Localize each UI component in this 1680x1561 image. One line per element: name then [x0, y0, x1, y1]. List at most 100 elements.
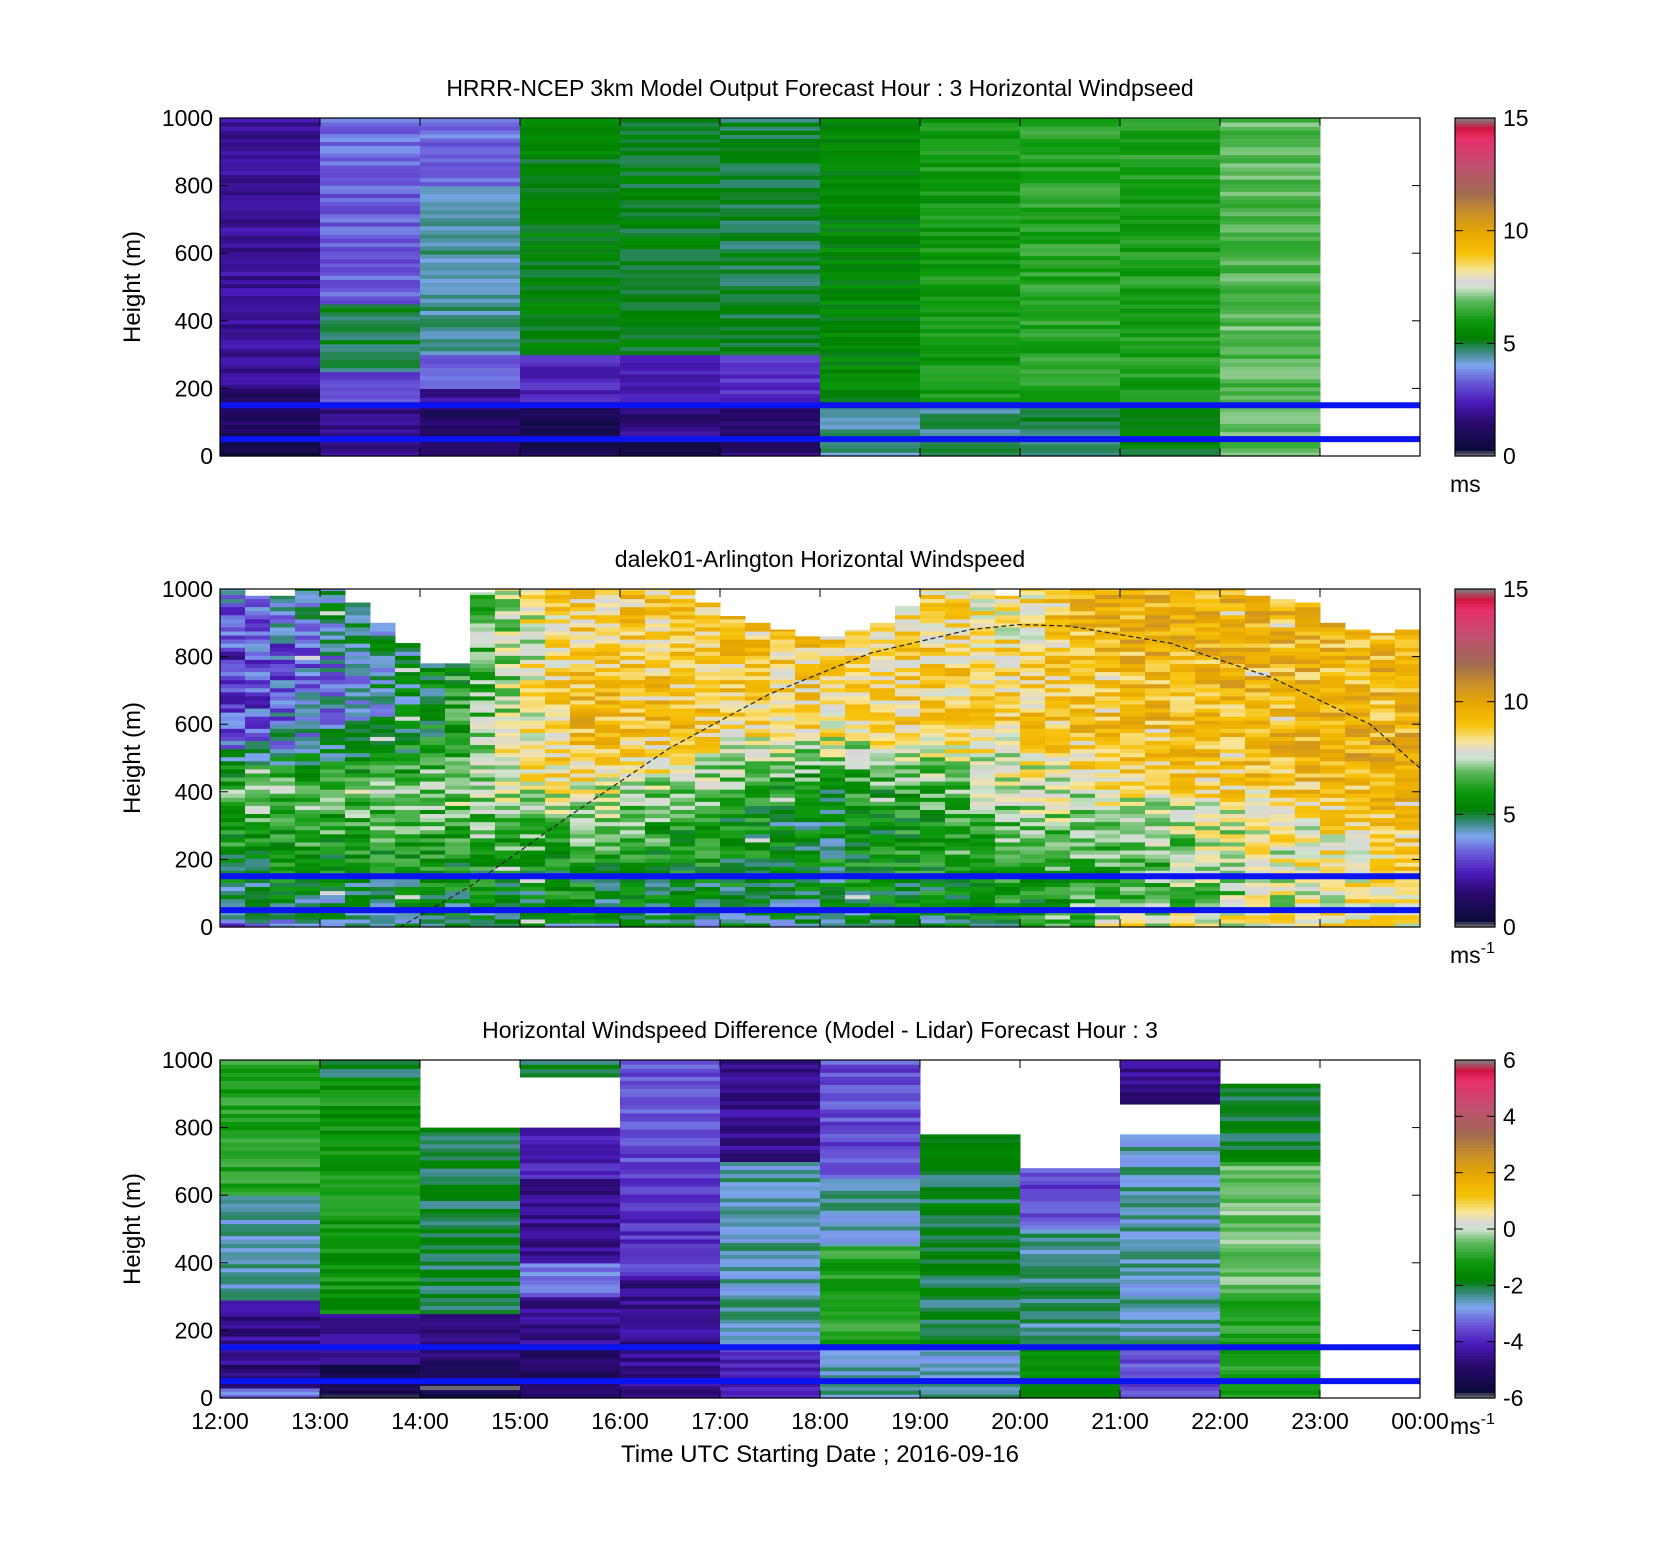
heatmap-cell [670, 862, 696, 867]
y-tick-label: 400 [175, 779, 213, 805]
heatmap-cell [670, 679, 696, 685]
heatmap-cell [1295, 886, 1321, 892]
heatmap-cell [1270, 858, 1296, 863]
heatmap-cell [220, 797, 246, 802]
heatmap-cell [1020, 703, 1046, 709]
heatmap-cell [495, 833, 521, 839]
heatmap-cell [920, 324, 1021, 330]
heatmap-cell [295, 728, 321, 733]
heatmap-cell [620, 898, 646, 904]
heatmap-cell [495, 809, 521, 815]
heatmap-cell [1345, 866, 1371, 871]
heatmap-cell [1120, 444, 1221, 449]
heatmap-cell [895, 776, 921, 782]
heatmap-cell [520, 736, 546, 742]
heatmap-cell [1070, 748, 1096, 754]
y-tick-label: 1000 [162, 576, 213, 602]
heatmap-cell [1220, 914, 1246, 920]
heatmap-cell [320, 258, 421, 264]
heatmap-cell [570, 594, 596, 600]
heatmap-cell [1195, 614, 1221, 620]
heatmap-cell [1095, 894, 1121, 900]
heatmap-cell [1245, 630, 1271, 636]
heatmap-cell [1120, 695, 1146, 701]
heatmap-cell [1020, 296, 1121, 301]
heatmap-cell [1020, 291, 1121, 297]
colorbar-segment [1455, 405, 1495, 409]
heatmap-cell [795, 918, 821, 924]
heatmap-cell [920, 207, 1021, 212]
heatmap-cell [345, 845, 371, 851]
heatmap-cell [870, 679, 896, 685]
heatmap-cell [920, 890, 946, 896]
heatmap-cell [1145, 756, 1171, 762]
heatmap-cell [1120, 182, 1221, 188]
heatmap-cell [245, 691, 271, 697]
heatmap-cell [970, 667, 996, 673]
heatmap-cell [720, 381, 821, 387]
heatmap-cell [570, 691, 596, 697]
heatmap-cell [1270, 744, 1296, 750]
heatmap-cell [1095, 821, 1121, 827]
heatmap-cell [1220, 622, 1246, 628]
heatmap-cell [520, 203, 621, 209]
heatmap-cell [745, 853, 771, 859]
heatmap-cell [345, 748, 371, 754]
heatmap-cell [345, 703, 371, 709]
heatmap-cell [1320, 862, 1346, 867]
heatmap-cell [920, 235, 1021, 240]
heatmap-cell [420, 137, 521, 143]
heatmap-cell [320, 610, 346, 616]
heatmap-cell [220, 748, 246, 754]
panel-title: dalek01-Arlington Horizontal Windspeed [615, 546, 1025, 572]
heatmap-cell [1270, 691, 1296, 697]
heatmap-cell [1070, 797, 1096, 802]
heatmap-cell [670, 768, 696, 774]
heatmap-cell [520, 858, 546, 863]
heatmap-cell [420, 720, 446, 725]
heatmap-cell [420, 367, 521, 373]
heatmap-cell [1045, 837, 1071, 843]
heatmap-cell [720, 432, 821, 438]
heatmap-cell [1320, 813, 1346, 819]
heatmap-cell [920, 182, 1021, 188]
heatmap-cell [295, 634, 321, 640]
heatmap-cell [1220, 443, 1321, 449]
heatmap-cell [645, 833, 671, 839]
heatmap-cell [795, 679, 821, 685]
heatmap-cell [595, 647, 621, 652]
heatmap-cell [695, 829, 721, 835]
heatmap-cell [1220, 183, 1321, 188]
heatmap-cell [845, 752, 871, 758]
heatmap-cell [820, 667, 846, 673]
heatmap-cell [820, 712, 846, 717]
heatmap-cell [470, 785, 496, 790]
heatmap-cell [920, 862, 946, 867]
heatmap-cell [1195, 752, 1221, 758]
heatmap-cell [1395, 886, 1421, 892]
heatmap-cell [1370, 683, 1396, 689]
heatmap-cell [320, 141, 421, 146]
heatmap-cell [295, 760, 321, 766]
heatmap-cell [795, 817, 821, 823]
heatmap-cell [1145, 789, 1171, 794]
heatmap-cell [495, 691, 521, 697]
heatmap-cell [1020, 312, 1121, 317]
heatmap-cell [770, 821, 796, 827]
heatmap-cell [970, 858, 996, 863]
heatmap-cell [1220, 776, 1246, 782]
heatmap-cell [295, 772, 321, 778]
heatmap-cell [945, 825, 971, 831]
heatmap-cell [420, 695, 446, 701]
heatmap-cell [1345, 890, 1371, 896]
heatmap-cell [1195, 634, 1221, 640]
heatmap-cell [1320, 833, 1346, 839]
heatmap-cell [470, 862, 496, 867]
heatmap-cell [1020, 655, 1046, 660]
heatmap-cell [470, 724, 496, 729]
heatmap-cell [1345, 760, 1371, 766]
heatmap-cell [220, 772, 246, 778]
heatmap-cell [520, 211, 621, 217]
heatmap-cell [445, 720, 471, 725]
heatmap-cell [420, 221, 521, 227]
